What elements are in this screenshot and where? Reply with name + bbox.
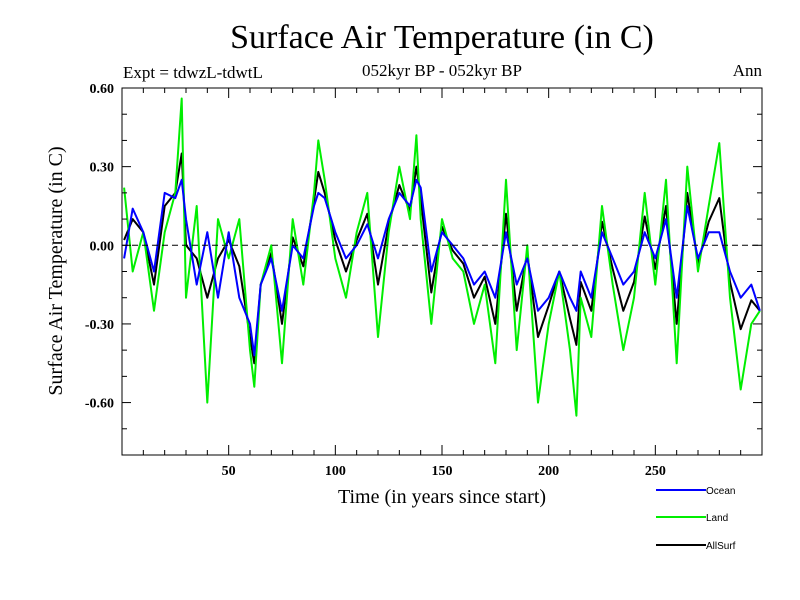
y-tick-label: -0.30 (85, 318, 114, 333)
legend-label-land: Land (706, 513, 728, 524)
x-tick-label: 100 (325, 464, 346, 479)
x-tick-label: 200 (538, 464, 559, 479)
y-tick-label: 0.30 (90, 161, 115, 176)
x-tick-label: 250 (645, 464, 666, 479)
legend: Ocean Land AllSurf (656, 486, 736, 552)
chart-title: Surface Air Temperature (in C) (230, 19, 654, 56)
experiment-label: Expt = tdwzL-tdwtL (123, 63, 263, 82)
chart-subtitle: 052kyr BP - 052kyr BP (362, 61, 522, 80)
y-tick-label: 0.00 (90, 239, 115, 254)
y-tick-label: 0.60 (90, 82, 115, 97)
axes (121, 87, 763, 456)
legend-label-allsurf: AllSurf (706, 541, 736, 552)
y-tick-label: -0.60 (85, 397, 114, 412)
series-line-land (123, 97, 761, 417)
tick-group: 0.60 0.30 0.00 -0.30 -0.60 50 100 150 200 250 (85, 82, 762, 479)
x-tick-label: 150 (432, 464, 453, 479)
series-line-ocean (123, 178, 761, 357)
period-label: Ann (733, 61, 763, 80)
x-tick-label: 50 (222, 464, 236, 479)
plot-frame (121, 87, 763, 456)
y-axis-label: Surface Air Temperature (in C) (45, 146, 67, 395)
legend-label-ocean: Ocean (706, 486, 735, 497)
plot-lines (123, 97, 761, 417)
x-axis-label: Time (in years since start) (338, 486, 546, 508)
